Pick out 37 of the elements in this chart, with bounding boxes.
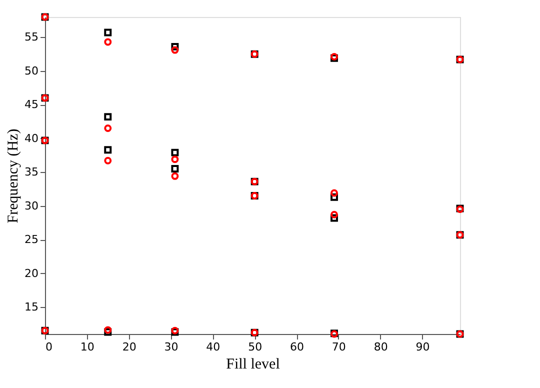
- point: [104, 28, 112, 36]
- point: [104, 113, 112, 121]
- x-tick-label: 10: [80, 340, 94, 354]
- point: [330, 189, 338, 197]
- point: [330, 210, 338, 218]
- point: [330, 214, 338, 222]
- point: [171, 46, 179, 54]
- y-tick-label: 40: [24, 132, 38, 145]
- point: [171, 165, 179, 172]
- y-tick-label: 35: [24, 166, 38, 179]
- point: [330, 193, 338, 201]
- y-tick-label: 30: [24, 199, 38, 212]
- point: [104, 156, 112, 164]
- x-tick-label: 70: [332, 340, 346, 354]
- x-tick-label: 90: [416, 340, 430, 354]
- x-tick-label: 40: [206, 340, 220, 354]
- point: [104, 38, 112, 46]
- y-tick-label: 55: [24, 30, 38, 44]
- y-tick-label: 25: [24, 233, 38, 246]
- point: [171, 42, 179, 50]
- point: [171, 156, 179, 164]
- y-tick-label: 45: [24, 98, 38, 112]
- point: [171, 148, 179, 156]
- point: [104, 124, 112, 132]
- x-tick-label: 20: [122, 340, 136, 354]
- y-axis-title: Frequency (Hz): [6, 128, 22, 224]
- point: [104, 146, 112, 154]
- point: [171, 172, 179, 180]
- x-tick-label: 60: [290, 340, 304, 354]
- y-tick-label: 15: [24, 300, 38, 314]
- x-tick-label: 80: [374, 340, 388, 354]
- x-axis-title: Fill level: [226, 356, 280, 372]
- y-tick-label: 20: [24, 266, 38, 280]
- y-tick-label: 50: [24, 64, 38, 78]
- x-tick-label: 50: [248, 340, 262, 354]
- x-tick-label: 30: [164, 340, 178, 354]
- x-tick-label: 0: [46, 340, 52, 354]
